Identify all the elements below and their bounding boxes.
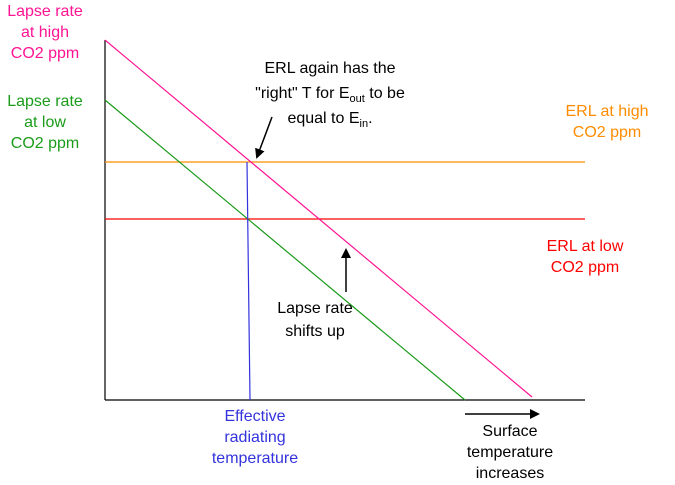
lapse-rate-high-line bbox=[104, 39, 533, 398]
e-in-subscript: in bbox=[359, 118, 369, 130]
lapse-rate-low-label: Lapse rate at low CO2 ppm bbox=[0, 91, 90, 154]
lapse-high-line1: Lapse rate bbox=[7, 3, 83, 20]
lapse-rate-low-line bbox=[104, 99, 466, 401]
erl-high-label: ERL at high CO2 ppm bbox=[547, 101, 667, 143]
annotation-line3-text: equal to E bbox=[287, 110, 360, 127]
erl-high-line2: CO2 ppm bbox=[572, 124, 642, 141]
surface-line2: temperature bbox=[466, 444, 554, 461]
annotation-line2-text: "right" T for E bbox=[255, 85, 350, 102]
annotation-line2-end: to be bbox=[364, 85, 405, 102]
effective-line1: Effective bbox=[224, 408, 286, 425]
effective-line2: radiating bbox=[224, 429, 286, 446]
lapse-high-line2: at high bbox=[20, 24, 70, 41]
shift-line1: Lapse rate bbox=[277, 300, 353, 317]
surface-temperature-label: Surface temperature increases bbox=[450, 421, 570, 484]
erl-high-line1: ERL at high bbox=[565, 103, 649, 120]
surface-line3: increases bbox=[475, 465, 545, 482]
annotation-arrow bbox=[255, 116, 273, 159]
annotation-line1: ERL again has the bbox=[264, 60, 396, 77]
annotation-line2: "right" T for Eout to be bbox=[230, 81, 430, 106]
effective-temperature-label: Effective radiating temperature bbox=[190, 406, 320, 469]
annotation-line3: equal to Ein. bbox=[230, 106, 430, 131]
erl-low-line1: ERL at low bbox=[546, 238, 624, 255]
erl-annotation: ERL again has the "right" T for Eout to … bbox=[230, 56, 430, 131]
lapse-high-line3: CO2 ppm bbox=[10, 45, 80, 62]
lapse-low-line2: at low bbox=[24, 114, 66, 131]
effective-temperature-line bbox=[246, 161, 251, 401]
lapse-low-line1: Lapse rate bbox=[7, 93, 83, 110]
shift-line2: shifts up bbox=[285, 323, 345, 340]
annotation-line3-end: . bbox=[368, 110, 373, 127]
effective-line3: temperature bbox=[211, 450, 299, 467]
erl-low-label: ERL at low CO2 ppm bbox=[525, 236, 645, 278]
erl-low-line2: CO2 ppm bbox=[550, 259, 620, 276]
surface-line1: Surface bbox=[482, 423, 538, 440]
lapse-low-line3: CO2 ppm bbox=[10, 135, 80, 152]
shift-up-label: Lapse rate shifts up bbox=[255, 297, 375, 343]
e-out-subscript: out bbox=[349, 93, 365, 105]
lapse-rate-high-label: Lapse rate at high CO2 ppm bbox=[0, 1, 90, 64]
